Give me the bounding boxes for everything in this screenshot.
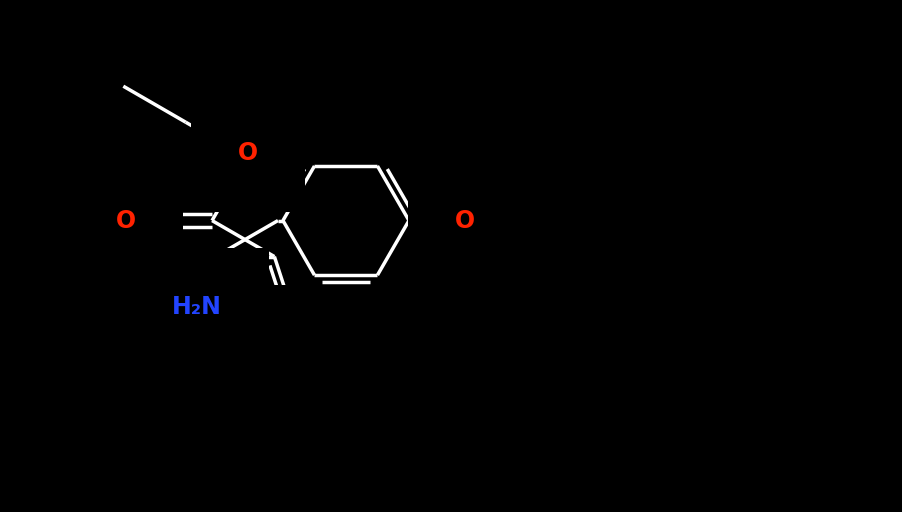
- Text: S: S: [235, 335, 253, 359]
- Text: O: O: [238, 141, 258, 165]
- Text: O: O: [455, 208, 474, 232]
- Text: H₂N: H₂N: [172, 295, 222, 319]
- Text: O: O: [115, 208, 136, 232]
